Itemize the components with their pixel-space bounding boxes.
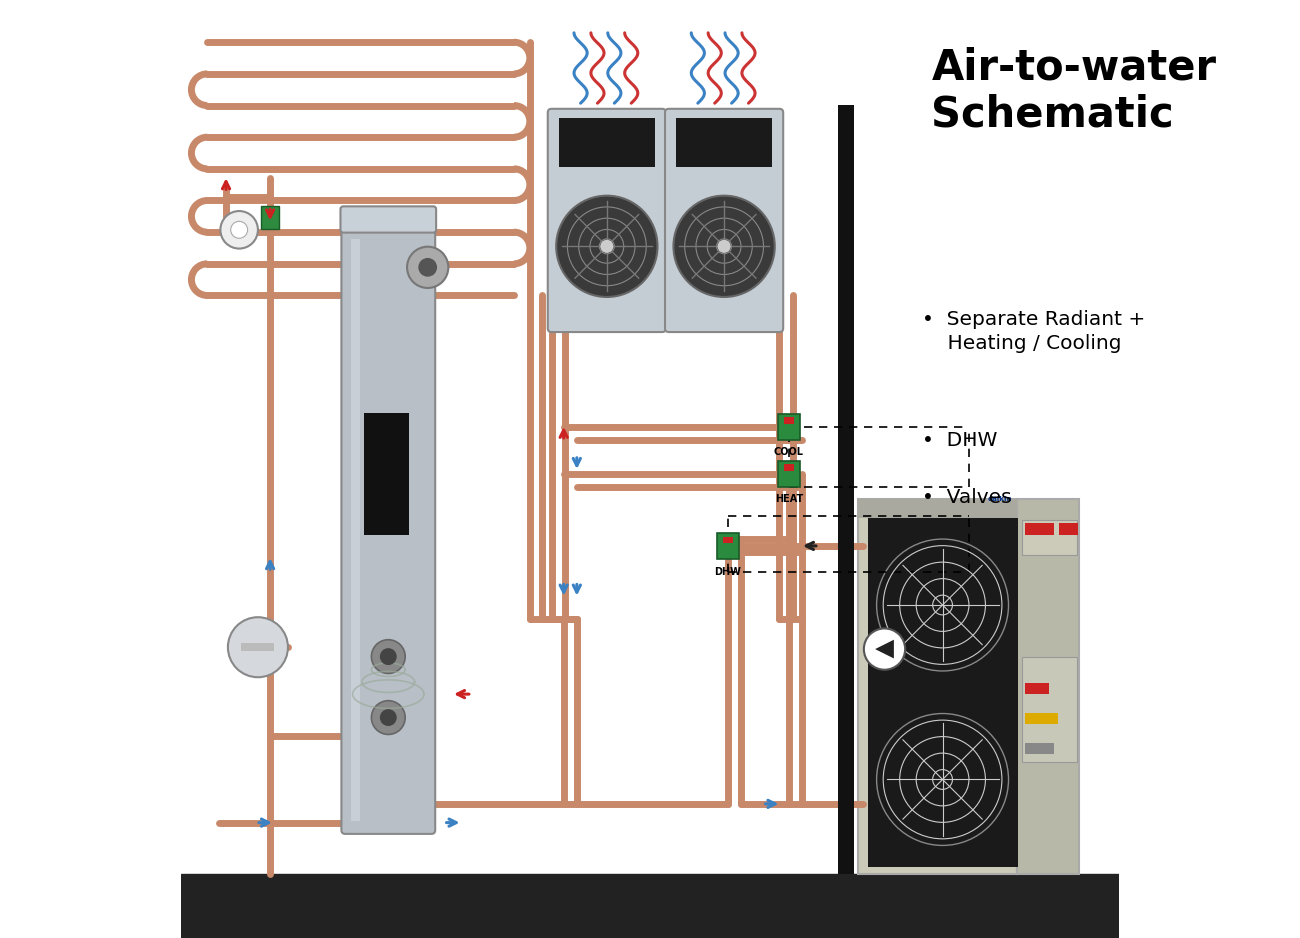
Circle shape xyxy=(419,258,437,277)
Circle shape xyxy=(227,617,287,677)
Circle shape xyxy=(556,196,658,297)
Text: COOL: COOL xyxy=(774,447,803,458)
Bar xyxy=(777,414,800,440)
FancyBboxPatch shape xyxy=(547,109,666,332)
Text: daikin: daikin xyxy=(988,496,1013,502)
Bar xyxy=(242,643,274,651)
Bar xyxy=(777,461,800,487)
Bar xyxy=(351,239,360,821)
Bar xyxy=(723,537,732,543)
Circle shape xyxy=(230,221,247,238)
Bar xyxy=(1026,743,1053,754)
Bar xyxy=(1026,523,1053,535)
FancyBboxPatch shape xyxy=(342,226,436,834)
Bar xyxy=(1022,520,1076,555)
Bar xyxy=(261,206,280,229)
Bar xyxy=(784,417,793,424)
Bar xyxy=(559,118,655,167)
Circle shape xyxy=(407,247,448,288)
Circle shape xyxy=(601,240,614,253)
Circle shape xyxy=(372,701,406,734)
Bar xyxy=(716,533,740,559)
Circle shape xyxy=(876,714,1009,845)
Polygon shape xyxy=(875,640,894,658)
Text: •  Valves: • Valves xyxy=(922,488,1011,507)
FancyBboxPatch shape xyxy=(341,206,436,233)
Bar xyxy=(181,874,1119,938)
Text: Air-to-water
Schematic: Air-to-water Schematic xyxy=(931,47,1217,136)
Bar xyxy=(784,464,793,471)
Bar xyxy=(858,499,1017,518)
Circle shape xyxy=(876,539,1009,671)
Bar xyxy=(1017,499,1079,874)
Circle shape xyxy=(380,648,396,665)
Circle shape xyxy=(372,640,406,673)
Circle shape xyxy=(221,211,257,249)
Circle shape xyxy=(380,709,396,726)
Bar xyxy=(837,105,854,874)
Text: DHW: DHW xyxy=(715,567,741,577)
Bar xyxy=(364,413,410,535)
Text: •  DHW: • DHW xyxy=(922,431,997,450)
Text: HEAT: HEAT xyxy=(775,494,803,505)
Circle shape xyxy=(673,196,775,297)
Bar xyxy=(1026,713,1058,724)
Bar xyxy=(1022,657,1076,762)
Text: •  Separate Radiant +
    Heating / Cooling: • Separate Radiant + Heating / Cooling xyxy=(922,310,1145,353)
Bar xyxy=(1060,523,1078,535)
Circle shape xyxy=(718,240,731,253)
FancyBboxPatch shape xyxy=(666,109,783,332)
Circle shape xyxy=(864,628,905,670)
Bar xyxy=(858,499,1017,874)
Bar xyxy=(867,518,1018,867)
Bar xyxy=(1026,683,1049,694)
Bar xyxy=(676,118,772,167)
